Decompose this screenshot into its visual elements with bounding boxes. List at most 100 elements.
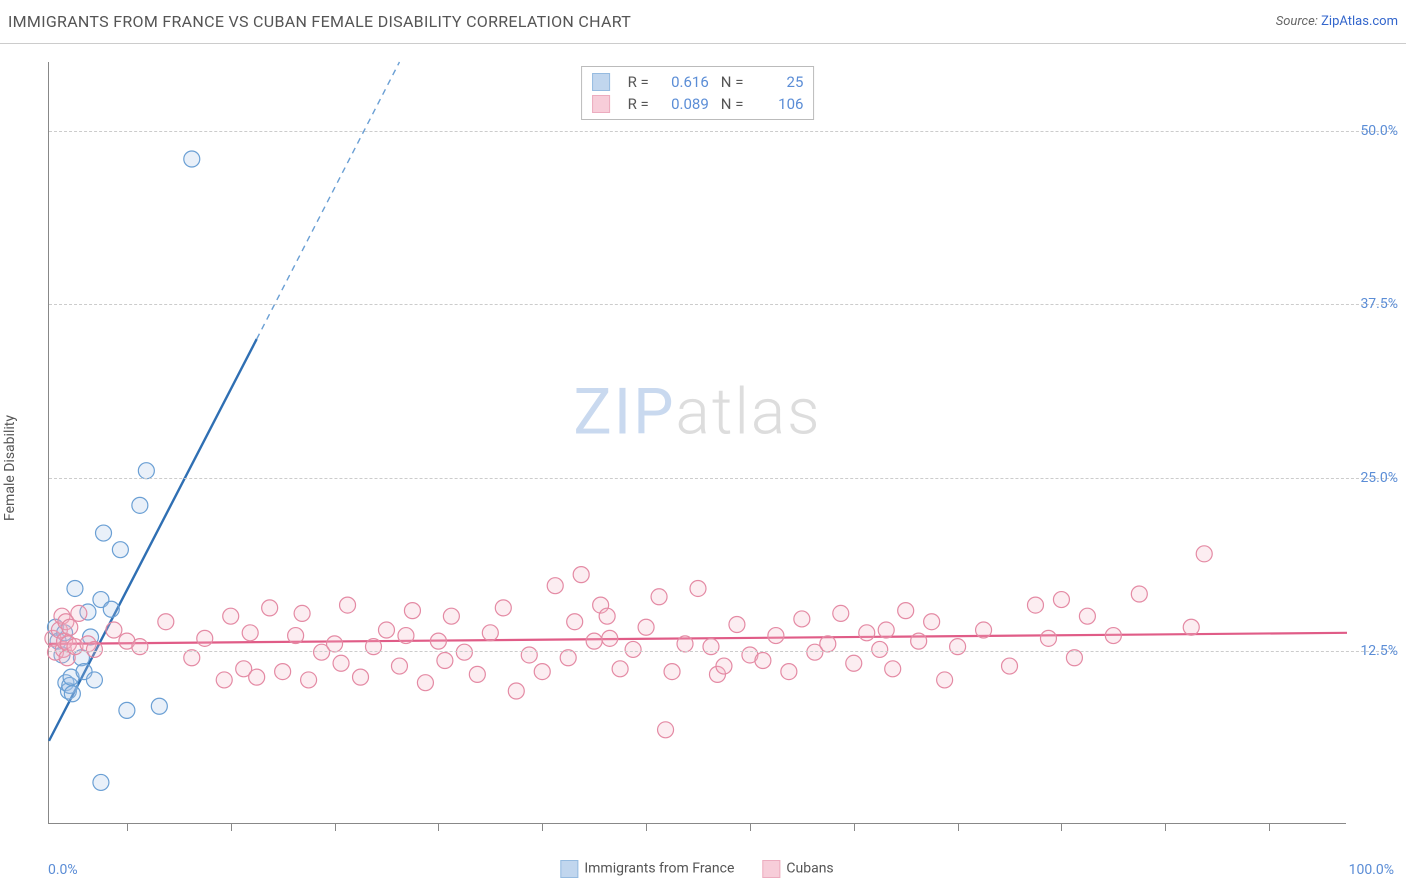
source-attribution: Source: ZipAtlas.com xyxy=(1276,14,1398,29)
legend-row-france: R =0.616N =25 xyxy=(592,71,804,93)
data-point-cubans xyxy=(878,622,894,638)
data-point-cubans xyxy=(398,628,414,644)
data-point-cubans xyxy=(417,675,433,691)
data-point-cubans xyxy=(508,683,524,699)
data-point-france xyxy=(112,542,128,558)
data-point-france xyxy=(151,698,167,714)
data-point-cubans xyxy=(443,608,459,624)
data-point-cubans xyxy=(1066,650,1082,666)
data-point-cubans xyxy=(340,597,356,613)
data-point-cubans xyxy=(391,658,407,674)
x-tick xyxy=(854,823,855,831)
data-point-cubans xyxy=(430,633,446,649)
data-point-france xyxy=(103,601,119,617)
data-point-cubans xyxy=(950,639,966,655)
data-point-cubans xyxy=(223,608,239,624)
legend-n-value-cubans: 106 xyxy=(751,95,803,113)
data-point-cubans xyxy=(937,672,953,688)
data-point-cubans xyxy=(638,619,654,635)
x-axis-min-label: 0.0% xyxy=(48,862,78,878)
data-point-cubans xyxy=(521,647,537,663)
data-point-cubans xyxy=(599,608,615,624)
data-point-cubans xyxy=(898,603,914,619)
plot-svg xyxy=(49,62,1346,823)
x-axis-max-label: 100.0% xyxy=(1349,862,1394,878)
data-point-cubans xyxy=(729,616,745,632)
data-point-cubans xyxy=(437,653,453,669)
x-tick xyxy=(1061,823,1062,831)
data-point-cubans xyxy=(1002,658,1018,674)
data-point-cubans xyxy=(197,630,213,646)
x-tick xyxy=(1165,823,1166,831)
legend-n-label: N = xyxy=(721,73,744,91)
data-point-france xyxy=(138,463,154,479)
data-point-cubans xyxy=(690,580,706,596)
x-axis-label-row: 0.0% Immigrants from FranceCubans 100.0% xyxy=(48,854,1346,878)
x-tick xyxy=(646,823,647,831)
data-point-france xyxy=(64,686,80,702)
legend-row-cubans: R =0.089N =106 xyxy=(592,93,804,115)
data-point-cubans xyxy=(820,636,836,652)
data-point-france xyxy=(119,702,135,718)
data-point-cubans xyxy=(658,722,674,738)
data-point-cubans xyxy=(612,661,628,677)
data-point-cubans xyxy=(781,664,797,680)
legend-label-cubans: Cubans xyxy=(786,861,833,877)
data-point-france xyxy=(86,672,102,688)
data-point-cubans xyxy=(924,614,940,630)
x-tick xyxy=(231,823,232,831)
legend-r-value-cubans: 0.089 xyxy=(657,95,709,113)
data-point-cubans xyxy=(534,664,550,680)
data-point-cubans xyxy=(573,567,589,583)
legend-swatch-cubans xyxy=(592,95,610,113)
data-point-france xyxy=(93,774,109,790)
legend-swatch-france xyxy=(560,860,578,878)
data-point-cubans xyxy=(366,639,382,655)
data-point-cubans xyxy=(482,625,498,641)
data-point-cubans xyxy=(249,669,265,685)
data-point-france xyxy=(132,497,148,513)
data-point-cubans xyxy=(275,664,291,680)
data-point-cubans xyxy=(664,664,680,680)
data-point-cubans xyxy=(378,622,394,638)
data-point-cubans xyxy=(301,672,317,688)
gridline xyxy=(49,304,1394,305)
correlation-legend: R =0.616N =25R =0.089N =106 xyxy=(581,66,815,120)
y-tick-label: 25.0% xyxy=(1360,470,1398,486)
legend-label-france: Immigrants from France xyxy=(584,861,734,877)
source-link[interactable]: ZipAtlas.com xyxy=(1321,14,1398,29)
data-point-cubans xyxy=(1183,619,1199,635)
data-point-cubans xyxy=(106,622,122,638)
data-point-cubans xyxy=(794,611,810,627)
chart-title: IMMIGRANTS FROM FRANCE VS CUBAN FEMALE D… xyxy=(8,12,631,31)
data-point-cubans xyxy=(1079,608,1095,624)
gridline xyxy=(49,131,1394,132)
x-tick xyxy=(750,823,751,831)
legend-n-label: N = xyxy=(721,95,744,113)
x-tick xyxy=(335,823,336,831)
x-tick xyxy=(542,823,543,831)
x-tick xyxy=(127,823,128,831)
data-point-cubans xyxy=(86,641,102,657)
data-point-cubans xyxy=(833,605,849,621)
y-tick-label: 37.5% xyxy=(1360,296,1398,312)
data-point-cubans xyxy=(651,589,667,605)
plot-region: ZIPatlas R =0.616N =25R =0.089N =106 12.… xyxy=(48,62,1346,824)
y-axis-label: Female Disability xyxy=(2,415,18,521)
y-tick-label: 50.0% xyxy=(1360,123,1398,139)
data-point-cubans xyxy=(242,625,258,641)
data-point-cubans xyxy=(62,619,78,635)
data-point-cubans xyxy=(976,622,992,638)
data-point-cubans xyxy=(184,650,200,666)
data-point-cubans xyxy=(1131,586,1147,602)
gridline xyxy=(49,478,1394,479)
x-axis-ticks xyxy=(49,823,1346,831)
data-point-cubans xyxy=(859,625,875,641)
data-point-france xyxy=(184,151,200,167)
data-point-cubans xyxy=(586,633,602,649)
data-point-cubans xyxy=(560,650,576,666)
data-point-cubans xyxy=(885,661,901,677)
data-point-cubans xyxy=(404,603,420,619)
x-tick xyxy=(438,823,439,831)
data-point-cubans xyxy=(755,653,771,669)
